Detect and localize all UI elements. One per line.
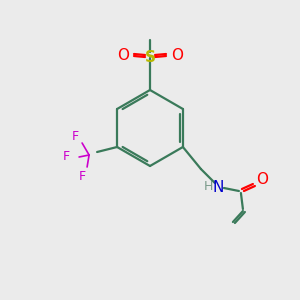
Text: O: O — [171, 47, 183, 62]
Text: O: O — [256, 172, 268, 187]
Text: N: N — [212, 179, 224, 194]
Text: H: H — [204, 179, 214, 193]
Text: S: S — [145, 50, 155, 65]
Text: F: F — [79, 170, 86, 184]
Text: F: F — [62, 151, 70, 164]
Text: O: O — [117, 47, 129, 62]
Text: F: F — [71, 130, 79, 142]
